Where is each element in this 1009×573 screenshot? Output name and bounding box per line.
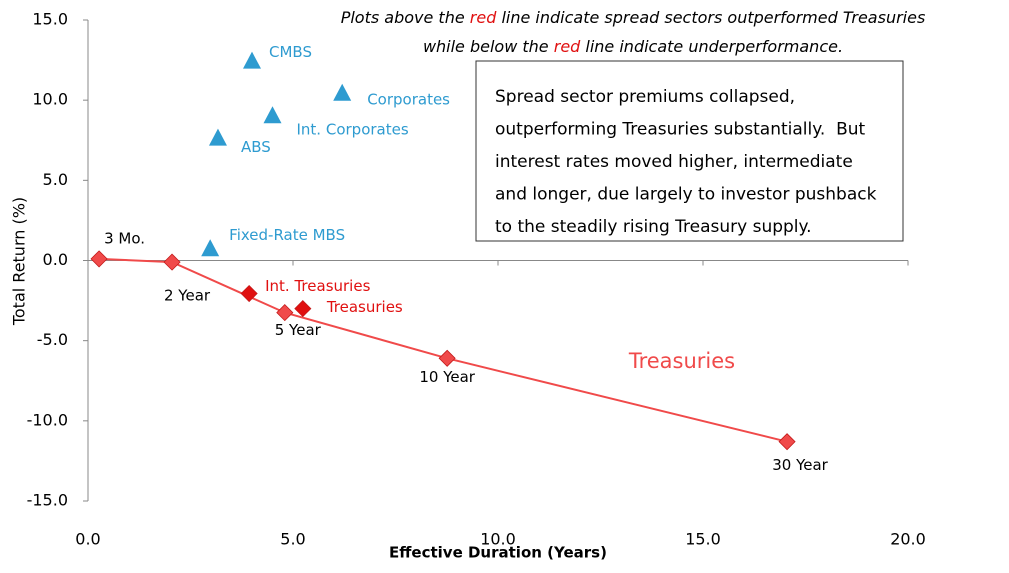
annotation-part: while below the [423, 37, 554, 56]
triangle-marker [201, 239, 220, 257]
annotation-part: line indicate underperformance. [580, 37, 843, 56]
point-label: Fixed-Rate MBS [229, 226, 345, 244]
triangle-marker [243, 51, 261, 69]
point-label: CMBS [269, 43, 312, 61]
point-label: 5 Year [275, 321, 322, 339]
point-label: 2 Year [164, 287, 211, 305]
y-tick-label: 0.0 [43, 250, 68, 269]
series-label: Treasuries [628, 349, 735, 373]
point-label: 3 Mo. [104, 229, 145, 247]
y-tick-label: -10.0 [27, 410, 68, 429]
point-label: 30 Year [772, 456, 828, 474]
point-label: Int. Treasuries [265, 277, 370, 295]
diamond-marker [778, 433, 796, 451]
point-label: 10 Year [419, 368, 475, 386]
y-tick-label: -5.0 [37, 330, 68, 349]
diamond-marker [276, 304, 294, 322]
x-tick-label: 5.0 [280, 530, 305, 549]
comment-box [475, 60, 904, 242]
annotation: while below the red line indicate underp… [423, 37, 843, 56]
annotation-part: Plots above the [341, 8, 470, 27]
x-tick-label: 10.0 [480, 530, 516, 549]
x-tick-label: 20.0 [890, 530, 926, 549]
point-label: Int. Corporates [297, 121, 409, 139]
x-tick-label: 15.0 [685, 530, 721, 549]
y-tick-label: -15.0 [27, 491, 68, 510]
comment-line: and longer, due largely to investor push… [495, 185, 877, 205]
y-tick-label: 15.0 [32, 10, 68, 29]
annotation-part: red [554, 37, 581, 56]
diamond-marker [240, 284, 258, 303]
diamond-marker [90, 250, 108, 268]
y-axis-label: Total Return (%) [10, 197, 29, 326]
diamond-marker [294, 300, 312, 318]
annotation-part: line indicate spread sectors outperforme… [496, 8, 925, 27]
diamond-marker [438, 349, 456, 367]
comment-line: outperforming Treasuries substantially. … [495, 120, 866, 140]
y-tick-label: 5.0 [43, 170, 68, 189]
triangle-marker [263, 106, 282, 124]
comment-line: to the steadily rising Treasury supply. [495, 217, 812, 237]
point-label: ABS [241, 138, 271, 156]
point-label: Treasuries [326, 298, 403, 316]
x-axis-label: Effective Duration (Years) [389, 544, 607, 562]
comment-line: interest rates moved higher, intermediat… [495, 152, 853, 172]
x-tick-label: 0.0 [75, 530, 100, 549]
annotation-part: red [470, 8, 497, 27]
triangle-marker [208, 128, 227, 146]
comment-line: Spread sector premiums collapsed, [495, 87, 795, 107]
point-label: Corporates [367, 90, 450, 108]
diamond-marker [163, 253, 181, 271]
y-tick-label: 10.0 [32, 90, 68, 109]
annotation: Plots above the red line indicate spread… [341, 8, 926, 27]
triangle-marker [333, 83, 352, 101]
